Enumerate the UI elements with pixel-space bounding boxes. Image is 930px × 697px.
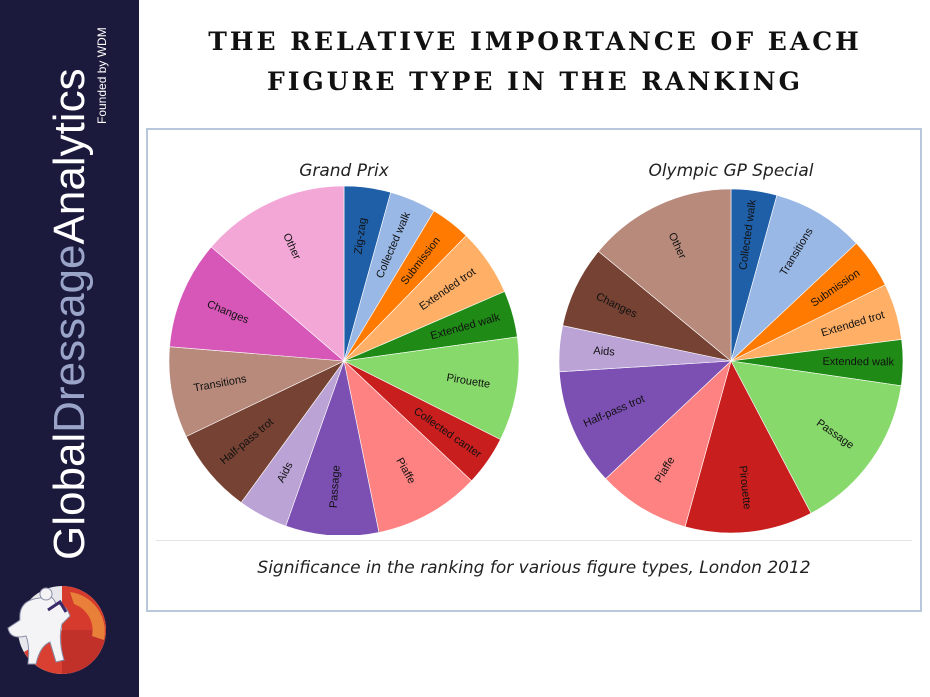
brand-wordmark: GlobalDressageAnalytics bbox=[45, 68, 94, 560]
slice-label-aids: Aids bbox=[593, 345, 616, 359]
pie-slice-piaffe bbox=[605, 360, 732, 528]
pie-slice-transitions bbox=[730, 194, 857, 362]
pie-slice-pirouette bbox=[684, 360, 812, 534]
slice-label-pirouette: Pirouette bbox=[736, 465, 753, 510]
slide-title: THE RELATIVE IMPORTANCE OF EACH FIGURE T… bbox=[150, 22, 920, 102]
brand-word-dressage: Dressage bbox=[45, 245, 94, 433]
pie-slice-other bbox=[210, 185, 345, 362]
pie-slice-passage bbox=[285, 359, 380, 535]
figure-caption: Significance in the ranking for various … bbox=[257, 558, 811, 578]
pie-slice-pirouette bbox=[343, 336, 520, 440]
pie-slice-piaffe bbox=[343, 360, 472, 533]
brand-logo-area: GlobalDressageAnalytics Founded by WDM bbox=[7, 27, 109, 674]
slice-label-passage: Passage bbox=[328, 465, 343, 509]
slice-label-extended-walk: Extended walk bbox=[822, 356, 894, 369]
pie-slice-other bbox=[598, 188, 732, 362]
chart-title: Grand Prix bbox=[299, 161, 390, 181]
brand-word-global: Global bbox=[45, 433, 94, 560]
chart-title: Olympic GP Special bbox=[648, 161, 813, 181]
slide-title-line1: THE RELATIVE IMPORTANCE OF EACH bbox=[208, 27, 862, 56]
pie-slice-changes bbox=[169, 246, 345, 362]
pie-slice-transitions bbox=[168, 346, 346, 437]
brand-word-analytics: Analytics bbox=[45, 68, 94, 244]
slide-title-line2: FIGURE TYPE IN THE RANKING bbox=[266, 67, 804, 96]
caption-divider bbox=[156, 540, 912, 541]
horse-rider-globe-icon bbox=[7, 586, 106, 674]
figure-frame: Grand Prix Zig-zag Collected walk Submissio… bbox=[146, 128, 922, 612]
pie-slice-passage bbox=[730, 360, 902, 514]
brand-tagline: Founded by WDM bbox=[95, 27, 109, 124]
pie-slice-half-pass-trot bbox=[559, 360, 732, 480]
brand-sidebar: GlobalDressageAnalytics Founded by WDM bbox=[0, 0, 139, 697]
slice-label-zig-zag: Zig-zag bbox=[352, 217, 369, 255]
